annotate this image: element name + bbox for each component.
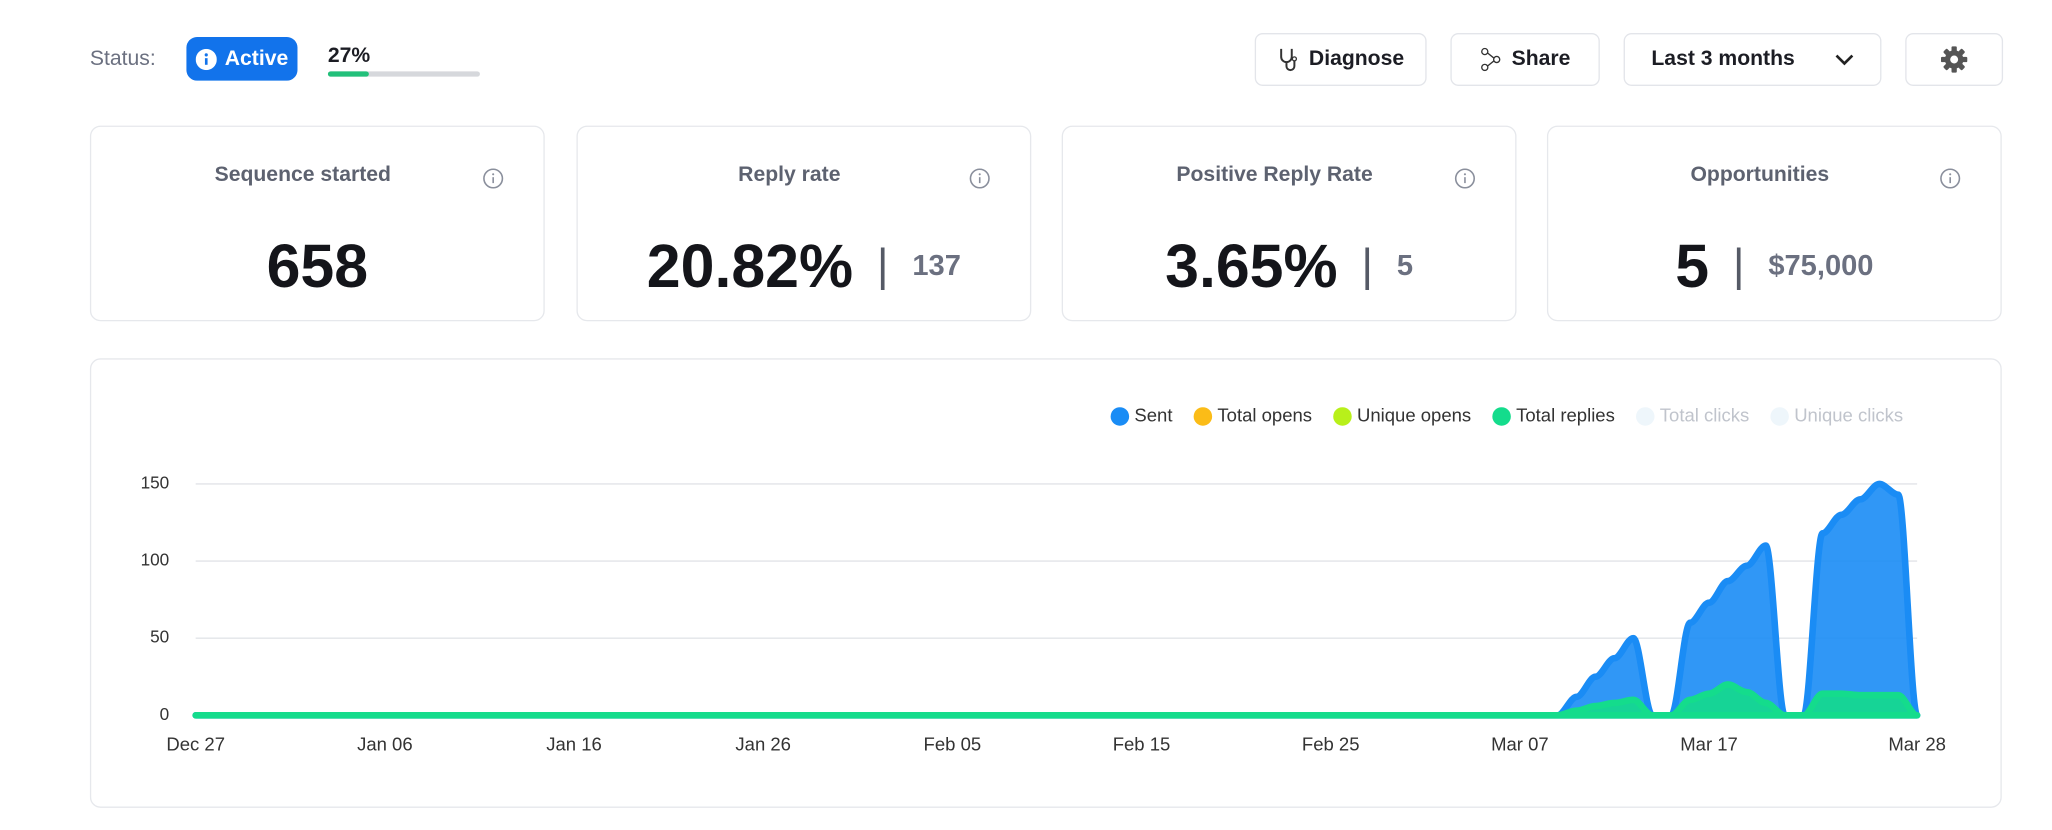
legend-marker[interactable] (1333, 407, 1352, 426)
gear-icon (1940, 46, 1968, 73)
series-area (192, 681, 1921, 719)
x-tick-label: Mar 07 (1491, 734, 1549, 755)
card-title: Sequence started (214, 163, 391, 187)
separator: | (876, 239, 889, 291)
diagnose-text: Diagnose (1308, 47, 1405, 71)
card-title: Opportunities (1690, 163, 1830, 187)
card-value: 658 (266, 231, 369, 301)
legend-marker[interactable] (1636, 407, 1655, 426)
share-button[interactable]: Share (1450, 33, 1600, 86)
x-tick-label: Mar 17 (1680, 734, 1738, 755)
status-label: Status: (89, 47, 156, 71)
status-badge[interactable]: Active (186, 37, 298, 81)
legend-marker[interactable] (1492, 407, 1511, 426)
legend-marker[interactable] (1193, 407, 1213, 426)
info-icon[interactable] (1454, 168, 1476, 189)
x-tick-label: Feb 15 (1113, 734, 1171, 755)
x-tick-label: Jan 06 (357, 734, 413, 755)
card-value-row: 658 (91, 230, 543, 301)
x-tick-label: Jan 26 (735, 734, 791, 755)
info-icon[interactable] (969, 168, 990, 189)
range-text: Last 3 months (1651, 47, 1795, 71)
legend-label[interactable]: Sent (1134, 404, 1172, 425)
x-tick-label: Mar 28 (1888, 734, 1946, 755)
range-dropdown[interactable]: Last 3 months (1623, 33, 1882, 86)
y-tick-label: 100 (141, 550, 170, 570)
progress-track (327, 71, 480, 77)
diagnose-button[interactable]: Diagnose (1254, 33, 1427, 86)
legend-label[interactable]: Total clicks (1660, 404, 1749, 425)
metric-card: Opportunities 5 | $75,000 (1546, 125, 2002, 322)
settings-button[interactable] (1905, 33, 2004, 86)
legend-marker[interactable] (1770, 407, 1789, 426)
card-secondary: 5 (1396, 248, 1414, 282)
info-icon[interactable] (483, 168, 504, 189)
legend-marker[interactable] (1110, 407, 1130, 426)
y-tick-label: 150 (141, 472, 170, 492)
series-area (192, 480, 1921, 719)
card-title: Reply rate (738, 163, 841, 187)
x-tick-label: Feb 25 (1302, 734, 1360, 755)
share-text: Share (1511, 47, 1571, 71)
legend-label[interactable]: Total replies (1516, 404, 1615, 425)
chevron-icon (1835, 54, 1854, 66)
card-value: 5 (1675, 231, 1710, 301)
legend-label[interactable]: Total opens (1217, 404, 1312, 425)
card-secondary: 137 (912, 248, 961, 282)
card-secondary: $75,000 (1768, 248, 1874, 282)
card-value-row: 5 | $75,000 (1548, 230, 2000, 301)
metric-card: Reply rate 20.82% | 137 (576, 125, 1032, 322)
chart: 0 50 100 150 Dec 27 Jan 06 Jan 16 Jan 26 Feb 05 F… (141, 404, 1946, 755)
y-tick-label: 50 (150, 627, 169, 647)
card-value-row: 20.82% | 137 (578, 230, 1030, 301)
metric-card: Positive Reply Rate 3.65% | 5 (1061, 125, 1517, 322)
progress-fill (327, 71, 369, 77)
progress-label: 27% (327, 44, 371, 68)
legend-label[interactable]: Unique clicks (1794, 404, 1903, 425)
x-tick-label: Jan 16 (546, 734, 602, 755)
card-value-row: 3.65% | 5 (1063, 230, 1515, 301)
separator: | (1732, 239, 1745, 291)
share-icon (1481, 47, 1501, 72)
card-value: 20.82% (646, 231, 854, 301)
separator: | (1361, 239, 1374, 291)
info-icon[interactable] (1940, 168, 1961, 189)
metric-card: Sequence started 658 (89, 125, 545, 322)
card-value: 3.65% (1165, 231, 1338, 301)
y-tick-label: 0 (160, 704, 170, 724)
legend-label[interactable]: Unique opens (1357, 404, 1471, 425)
info-icon (195, 48, 217, 70)
stethoscope-icon (1280, 48, 1298, 72)
x-tick-label: Feb 05 (924, 734, 982, 755)
card-title: Positive Reply Rate (1176, 163, 1373, 187)
chart-card: 0 50 100 150 Dec 27 Jan 06 Jan 16 Jan 26 Feb 05 F… (89, 358, 2002, 808)
x-tick-label: Dec 27 (166, 734, 225, 755)
status-badge-text: Active (224, 46, 289, 70)
